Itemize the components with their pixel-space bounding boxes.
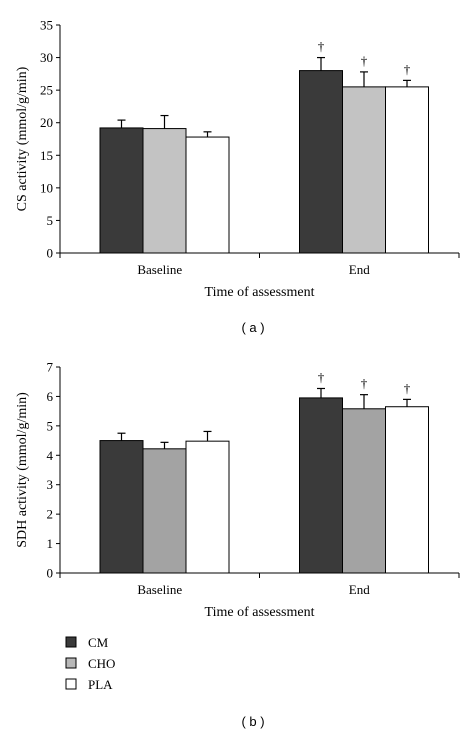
bar-pla-end — [385, 406, 429, 574]
y-tick-label: 3 — [47, 477, 54, 492]
y-tick-label: 1 — [47, 536, 54, 551]
y-tick-label: 35 — [40, 18, 53, 33]
bar-cho-end — [342, 408, 386, 574]
y-tick-label: 4 — [47, 448, 54, 463]
legend-label-cho: CHO — [88, 656, 115, 671]
bar-pla-end — [385, 86, 429, 254]
y-tick-label: 0 — [47, 566, 54, 581]
legend-label-cm: CM — [88, 635, 109, 650]
bar-pla-baseline — [185, 136, 230, 254]
legend-label-pla: PLA — [88, 677, 113, 692]
y-axis-label: SDH activity (mmol/g/min) — [15, 392, 30, 548]
chart-sdh-activity: 0 1 2 3 4 5 6 7 Baseline End † † † Time of assessment… — [15, 360, 460, 620]
significance-dagger: † — [361, 376, 368, 391]
bar-cho-baseline — [142, 448, 187, 574]
significance-dagger: † — [361, 53, 368, 68]
legend: CM CHO PLA — [65, 635, 115, 692]
y-tick-label: 7 — [47, 360, 54, 375]
legend-swatch-cm — [65, 636, 77, 648]
y-tick-label: 20 — [40, 115, 53, 130]
legend-swatch-pla — [65, 678, 77, 690]
bar-cm-baseline — [99, 127, 144, 254]
bar-cm-baseline — [99, 440, 144, 574]
y-tick-label: 5 — [47, 213, 54, 228]
bar-cho-baseline — [142, 128, 187, 254]
x-tick-label: End — [349, 582, 370, 597]
chart-cs-activity: 0 5 10 15 20 25 30 35 Baseline End † † † Time of asse… — [15, 18, 460, 300]
bar-cm-end — [299, 70, 343, 254]
y-tick-label: 0 — [47, 246, 54, 261]
bar-pla-baseline — [185, 440, 230, 574]
panel-label-b: ( b ) — [241, 714, 264, 729]
x-tick-label: Baseline — [137, 582, 182, 597]
y-tick-label: 10 — [40, 180, 53, 195]
significance-dagger: † — [404, 380, 411, 395]
y-tick-label: 2 — [47, 507, 54, 522]
x-tick-label: Baseline — [137, 262, 182, 277]
x-axis-label: Time of assessment — [205, 605, 315, 620]
significance-dagger: † — [318, 369, 325, 384]
legend-swatch-cho — [65, 657, 77, 669]
y-tick-label: 30 — [40, 50, 53, 65]
significance-dagger: † — [404, 61, 411, 76]
panel-label-a: ( a ) — [241, 320, 264, 335]
x-axis-label: Time of assessment — [205, 285, 315, 300]
significance-dagger: † — [318, 39, 325, 54]
y-tick-label: 25 — [40, 83, 53, 98]
y-tick-label: 15 — [40, 148, 53, 163]
y-axis-label: CS activity (mmol/g/min) — [15, 66, 30, 211]
y-tick-label: 5 — [47, 418, 54, 433]
x-tick-label: End — [349, 262, 370, 277]
bar-cho-end — [342, 86, 386, 254]
bar-cm-end — [299, 397, 343, 574]
y-tick-label: 6 — [47, 389, 54, 404]
